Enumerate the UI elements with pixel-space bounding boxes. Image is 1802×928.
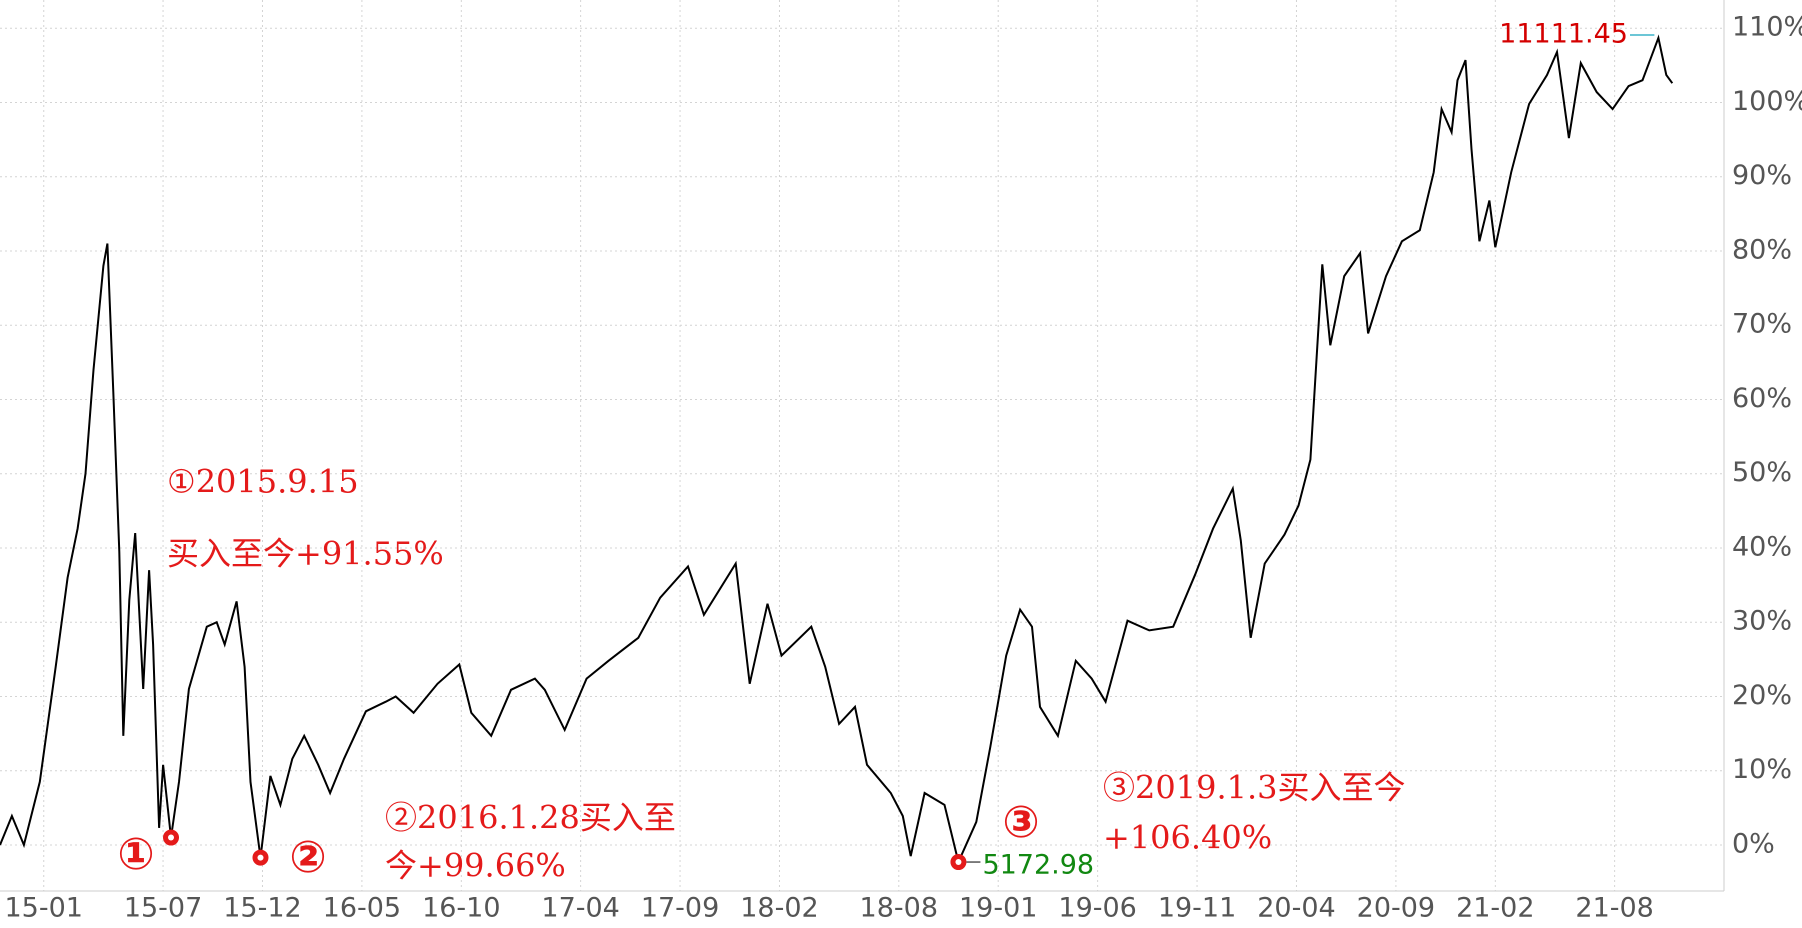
annotation: ③2019.1.3买入至今 bbox=[1103, 769, 1406, 807]
y-tick-label: 50% bbox=[1732, 457, 1792, 488]
annotation: 5172.98 bbox=[982, 850, 1094, 881]
annotation: +106.40% bbox=[1103, 819, 1272, 857]
y-tick-label: 90% bbox=[1732, 160, 1792, 191]
x-tick-label: 19-06 bbox=[1058, 893, 1136, 924]
y-tick-label: 10% bbox=[1732, 754, 1792, 785]
annotation: 买入至今+91.55% bbox=[167, 535, 444, 573]
annotation: ③ bbox=[1002, 797, 1039, 848]
x-tick-label: 17-09 bbox=[641, 893, 719, 924]
annotation: 11111.45 bbox=[1499, 19, 1628, 50]
annotation: 今+99.66% bbox=[385, 847, 566, 885]
x-tick-label: 20-09 bbox=[1357, 893, 1435, 924]
x-tick-label: 17-04 bbox=[541, 893, 619, 924]
y-tick-label: 70% bbox=[1732, 309, 1792, 340]
y-tick-label: 60% bbox=[1732, 383, 1792, 414]
y-tick-label: 100% bbox=[1732, 86, 1802, 117]
annotation: ② bbox=[289, 832, 326, 883]
x-tick-label: 20-04 bbox=[1257, 893, 1335, 924]
x-tick-label: 18-08 bbox=[860, 893, 938, 924]
x-tick-label: 19-01 bbox=[959, 893, 1037, 924]
x-tick-label: 16-05 bbox=[323, 893, 401, 924]
x-tick-label: 15-01 bbox=[5, 893, 83, 924]
annotation: ①2015.9.15 bbox=[167, 463, 359, 501]
point-marker-inner bbox=[257, 854, 264, 861]
y-tick-label: 110% bbox=[1732, 12, 1802, 43]
annotation: ②2016.1.28买入至 bbox=[385, 799, 676, 837]
x-tick-label: 15-07 bbox=[124, 893, 202, 924]
y-tick-label: 30% bbox=[1732, 606, 1792, 637]
y-tick-label: 20% bbox=[1732, 680, 1792, 711]
y-tick-label: 80% bbox=[1732, 234, 1792, 265]
point-marker-inner bbox=[168, 834, 175, 841]
y-tick-label: 40% bbox=[1732, 531, 1792, 562]
x-tick-label: 15-12 bbox=[223, 893, 301, 924]
y-tick-label: 0% bbox=[1732, 828, 1775, 859]
x-tick-label: 21-08 bbox=[1575, 893, 1653, 924]
price-line bbox=[0, 34, 1674, 866]
point-marker-inner bbox=[955, 859, 962, 866]
x-tick-label: 19-11 bbox=[1158, 893, 1236, 924]
x-tick-label: 18-02 bbox=[740, 893, 818, 924]
annotation: ① bbox=[117, 829, 154, 880]
x-tick-label: 21-02 bbox=[1456, 893, 1534, 924]
x-tick-label: 16-10 bbox=[422, 893, 500, 924]
